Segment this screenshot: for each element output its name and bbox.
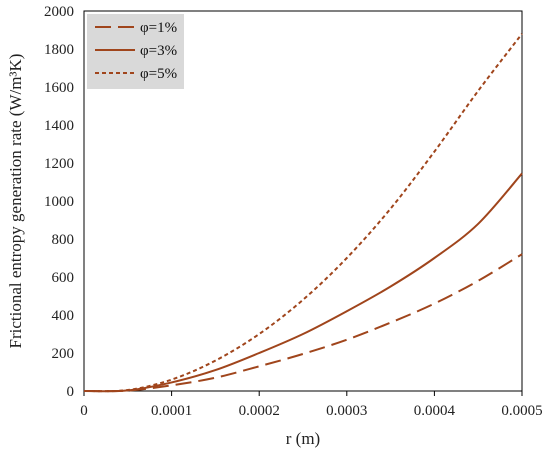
y-tick-label: 1800: [44, 42, 74, 58]
x-tick-label: 0.0003: [326, 403, 367, 419]
legend-label-1: φ=1%: [140, 20, 177, 36]
x-tick-label: 0.0005: [501, 403, 542, 419]
series-line-1: [83, 253, 523, 393]
legend: φ=1% φ=3% φ=5%: [87, 14, 184, 89]
series-line-2: [83, 172, 523, 393]
y-tick-label: 400: [52, 308, 75, 324]
x-axis-title: r (m): [286, 429, 320, 448]
y-tick-label: 1000: [44, 194, 74, 210]
y-tick-label: 200: [52, 346, 75, 362]
x-tick-label: 0.0002: [239, 403, 280, 419]
x-axis-ticks: 0 0.0001 0.0002 0.0003 0.0004 0.0005: [80, 391, 543, 419]
y-tick-label: 600: [52, 270, 75, 286]
x-tick-label: 0: [80, 403, 88, 419]
y-axis-ticks: 0 200 400 600 800 1000 1200 1400 1600 1800 2000: [44, 4, 74, 400]
legend-label-2: φ=3%: [140, 43, 177, 59]
y-tick-label: 1200: [44, 156, 74, 172]
y-tick-label: 1600: [44, 80, 74, 96]
x-tick-label: 0.0004: [414, 403, 456, 419]
y-tick-label: 1400: [44, 118, 74, 134]
series-layer: [83, 33, 523, 393]
x-tick-label: 0.0001: [151, 403, 192, 419]
y-axis-title: Frictional entropy generation rate (W/m³…: [6, 54, 25, 349]
y-tick-label: 800: [52, 232, 75, 248]
y-tick-label: 2000: [44, 4, 74, 20]
legend-label-3: φ=5%: [140, 66, 177, 82]
y-tick-label: 0: [67, 384, 75, 400]
series-line-3: [83, 33, 523, 393]
